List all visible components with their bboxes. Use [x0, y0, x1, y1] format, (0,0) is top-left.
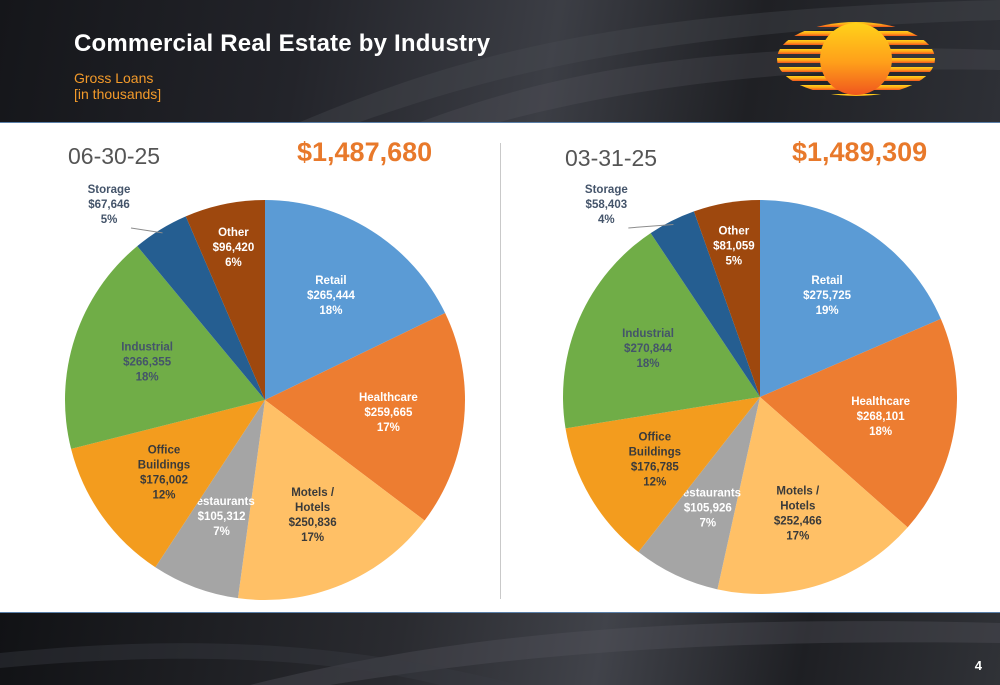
- page-title: Commercial Real Estate by Industry: [74, 30, 491, 57]
- slice-label-other: Other $81,059 5%: [713, 226, 755, 268]
- slice-label-industrial: Industrial $270,844 18%: [622, 328, 674, 370]
- slice-label-restaurants: Restaurants $105,312 7%: [188, 496, 254, 538]
- pie-slice-healthcare: [265, 313, 465, 521]
- left-chart-date: 06-30-25: [68, 143, 161, 169]
- pie-slice-other: [693, 200, 760, 397]
- slice-label-storage: Storage $67,646 5%: [88, 184, 131, 226]
- pie-chart-0630: Retail $265,444 18% Healthcare $259,665 17% Mo…: [65, 184, 465, 600]
- pie-slice-restaurants: [638, 397, 760, 590]
- pie-slice-motels: [237, 400, 425, 600]
- chart-divider: [500, 143, 501, 599]
- slice-label-healthcare: Healthcare $259,665 17%: [359, 392, 418, 434]
- pie-slice-storage: [650, 211, 760, 397]
- pie-slice-retail: [265, 200, 446, 400]
- slice-label-restaurants: Restaurants $105,926 7%: [675, 487, 741, 529]
- pie-chart-0331: Retail $275,725 19% Healthcare $268,101 18% Mo…: [563, 184, 957, 594]
- slice-label-retail: Retail $265,444 18%: [307, 275, 356, 317]
- slice-label-motels: Motels / Hotels $252,466 17%: [774, 486, 822, 543]
- pie-slice-industrial: [65, 246, 265, 449]
- slice-label-storage: Storage $58,403 4%: [585, 184, 628, 226]
- header-band: Commercial Real Estate by Industry Gross…: [0, 0, 1000, 122]
- pie-slice-healthcare: [760, 318, 957, 528]
- pie-slice-other: [185, 200, 265, 400]
- slice-label-office: Office Buildings $176,785 12%: [629, 432, 681, 489]
- left-chart-total: $1,487,680: [297, 137, 433, 167]
- slice-label-other: Other $96,420 6%: [213, 227, 255, 269]
- slice-label-industrial: Industrial $266,355 18%: [121, 342, 173, 384]
- slice-label-retail: Retail $275,725 19%: [803, 275, 852, 317]
- storage-leader-line: [130, 227, 163, 234]
- pie-slice-motels: [717, 397, 908, 594]
- pie-slice-industrial: [563, 233, 760, 429]
- slice-label-office: Office Buildings $176,002 12%: [138, 444, 190, 501]
- pie-slice-office: [565, 397, 760, 553]
- right-chart-date: 03-31-25: [565, 145, 658, 171]
- storage-leader-line: [628, 223, 674, 229]
- pie-slice-storage: [137, 216, 265, 400]
- footer-swoosh: [0, 621, 1000, 685]
- slice-label-motels: Motels / Hotels $250,836 17%: [289, 487, 337, 544]
- slice-label-healthcare: Healthcare $268,101 18%: [851, 396, 910, 438]
- page-number: 4: [974, 658, 982, 673]
- right-chart-total: $1,489,309: [792, 137, 928, 167]
- sun-logo-icon: [777, 22, 935, 96]
- footer-band: [0, 613, 1000, 685]
- pie-slice-office: [71, 400, 265, 568]
- pie-slice-restaurants: [155, 400, 265, 599]
- page-subtitle: Gross Loans [in thousands]: [74, 70, 161, 102]
- subtitle-line-2: [in thousands]: [74, 86, 162, 102]
- charts-panel: 06-30-25 $1,487,680 03-31-25 $1,489,309 …: [0, 122, 1000, 613]
- subtitle-line-1: Gross Loans: [74, 70, 154, 86]
- pie-slice-retail: [760, 200, 941, 397]
